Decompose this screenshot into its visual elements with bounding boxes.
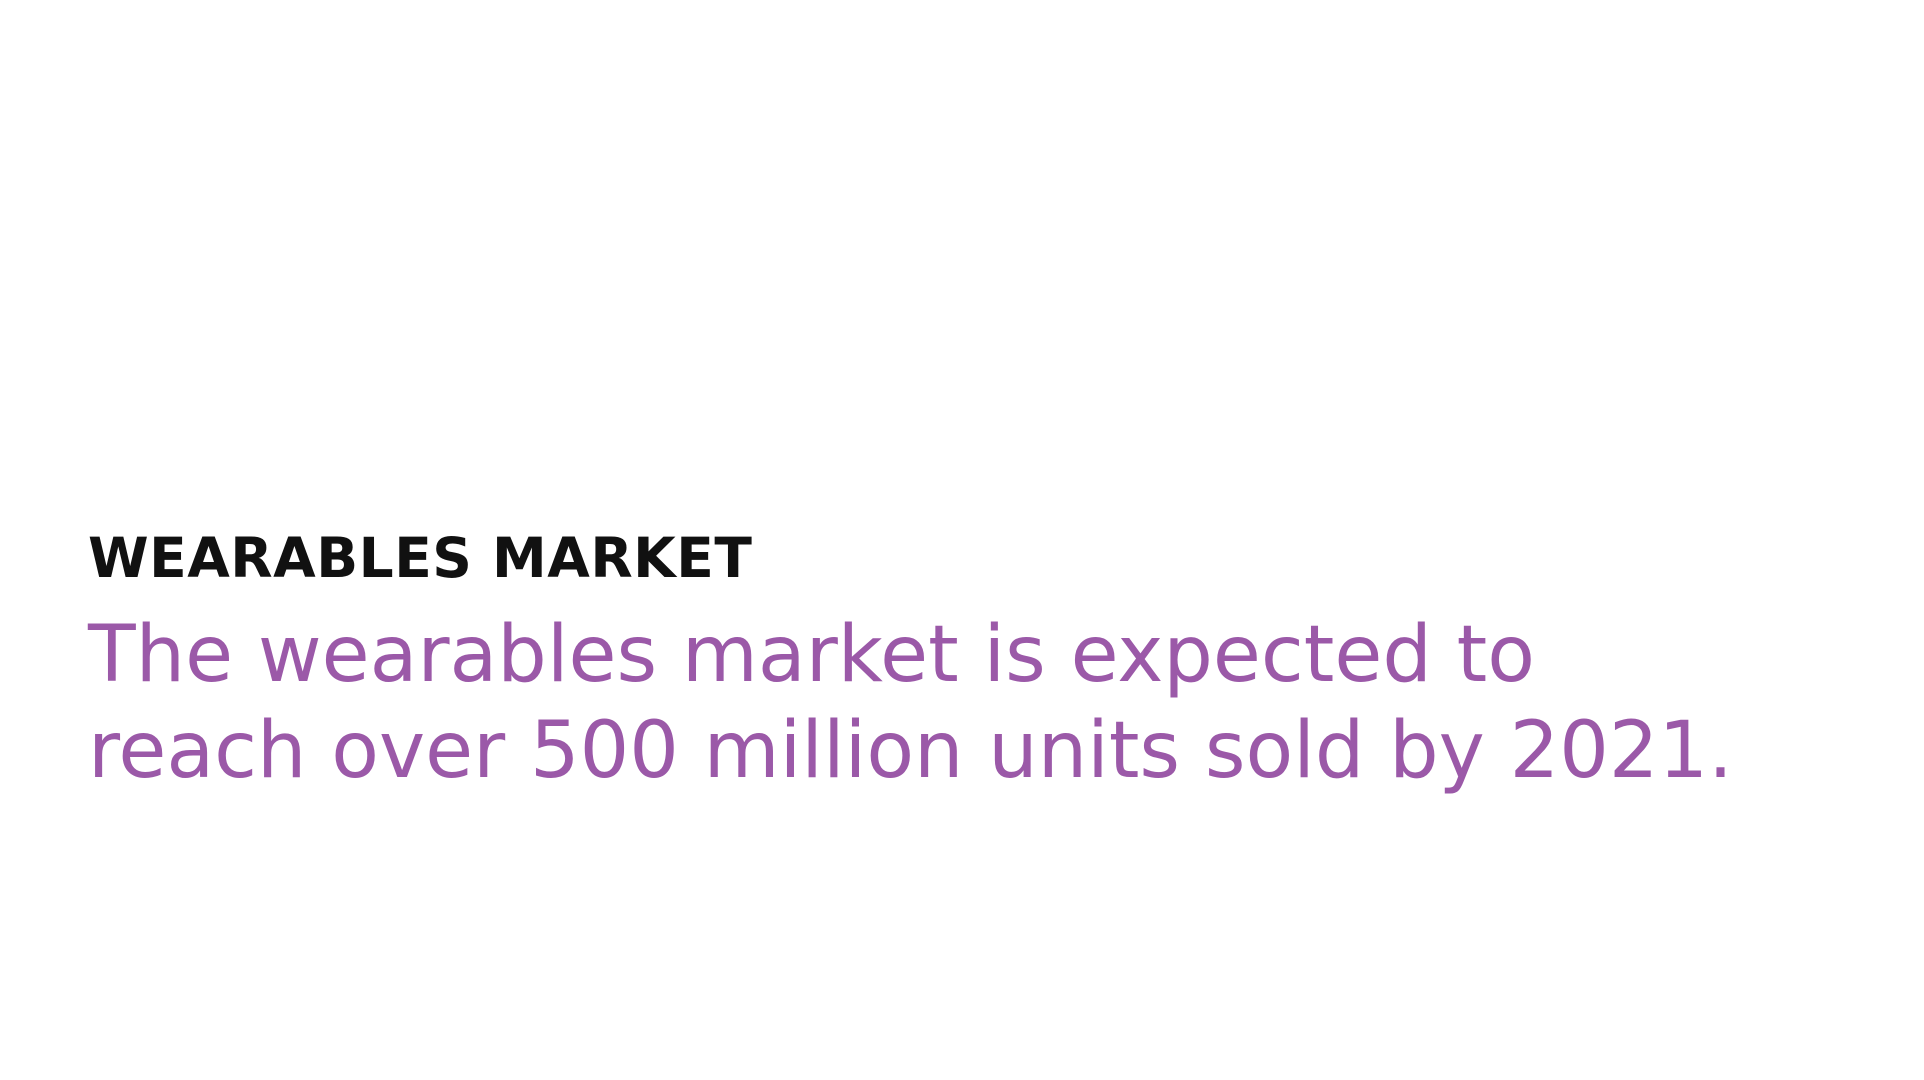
statement-line-2: reach over 500 million units sold by 202…: [88, 705, 1733, 796]
slide-content: WEARABLES MARKET The wearables market is…: [88, 528, 1868, 799]
slide-statement: The wearables market is expected to reac…: [88, 607, 1848, 799]
statement-line-1: The wearables market is expected to: [88, 609, 1535, 700]
slide-heading: WEARABLES MARKET: [88, 526, 753, 590]
